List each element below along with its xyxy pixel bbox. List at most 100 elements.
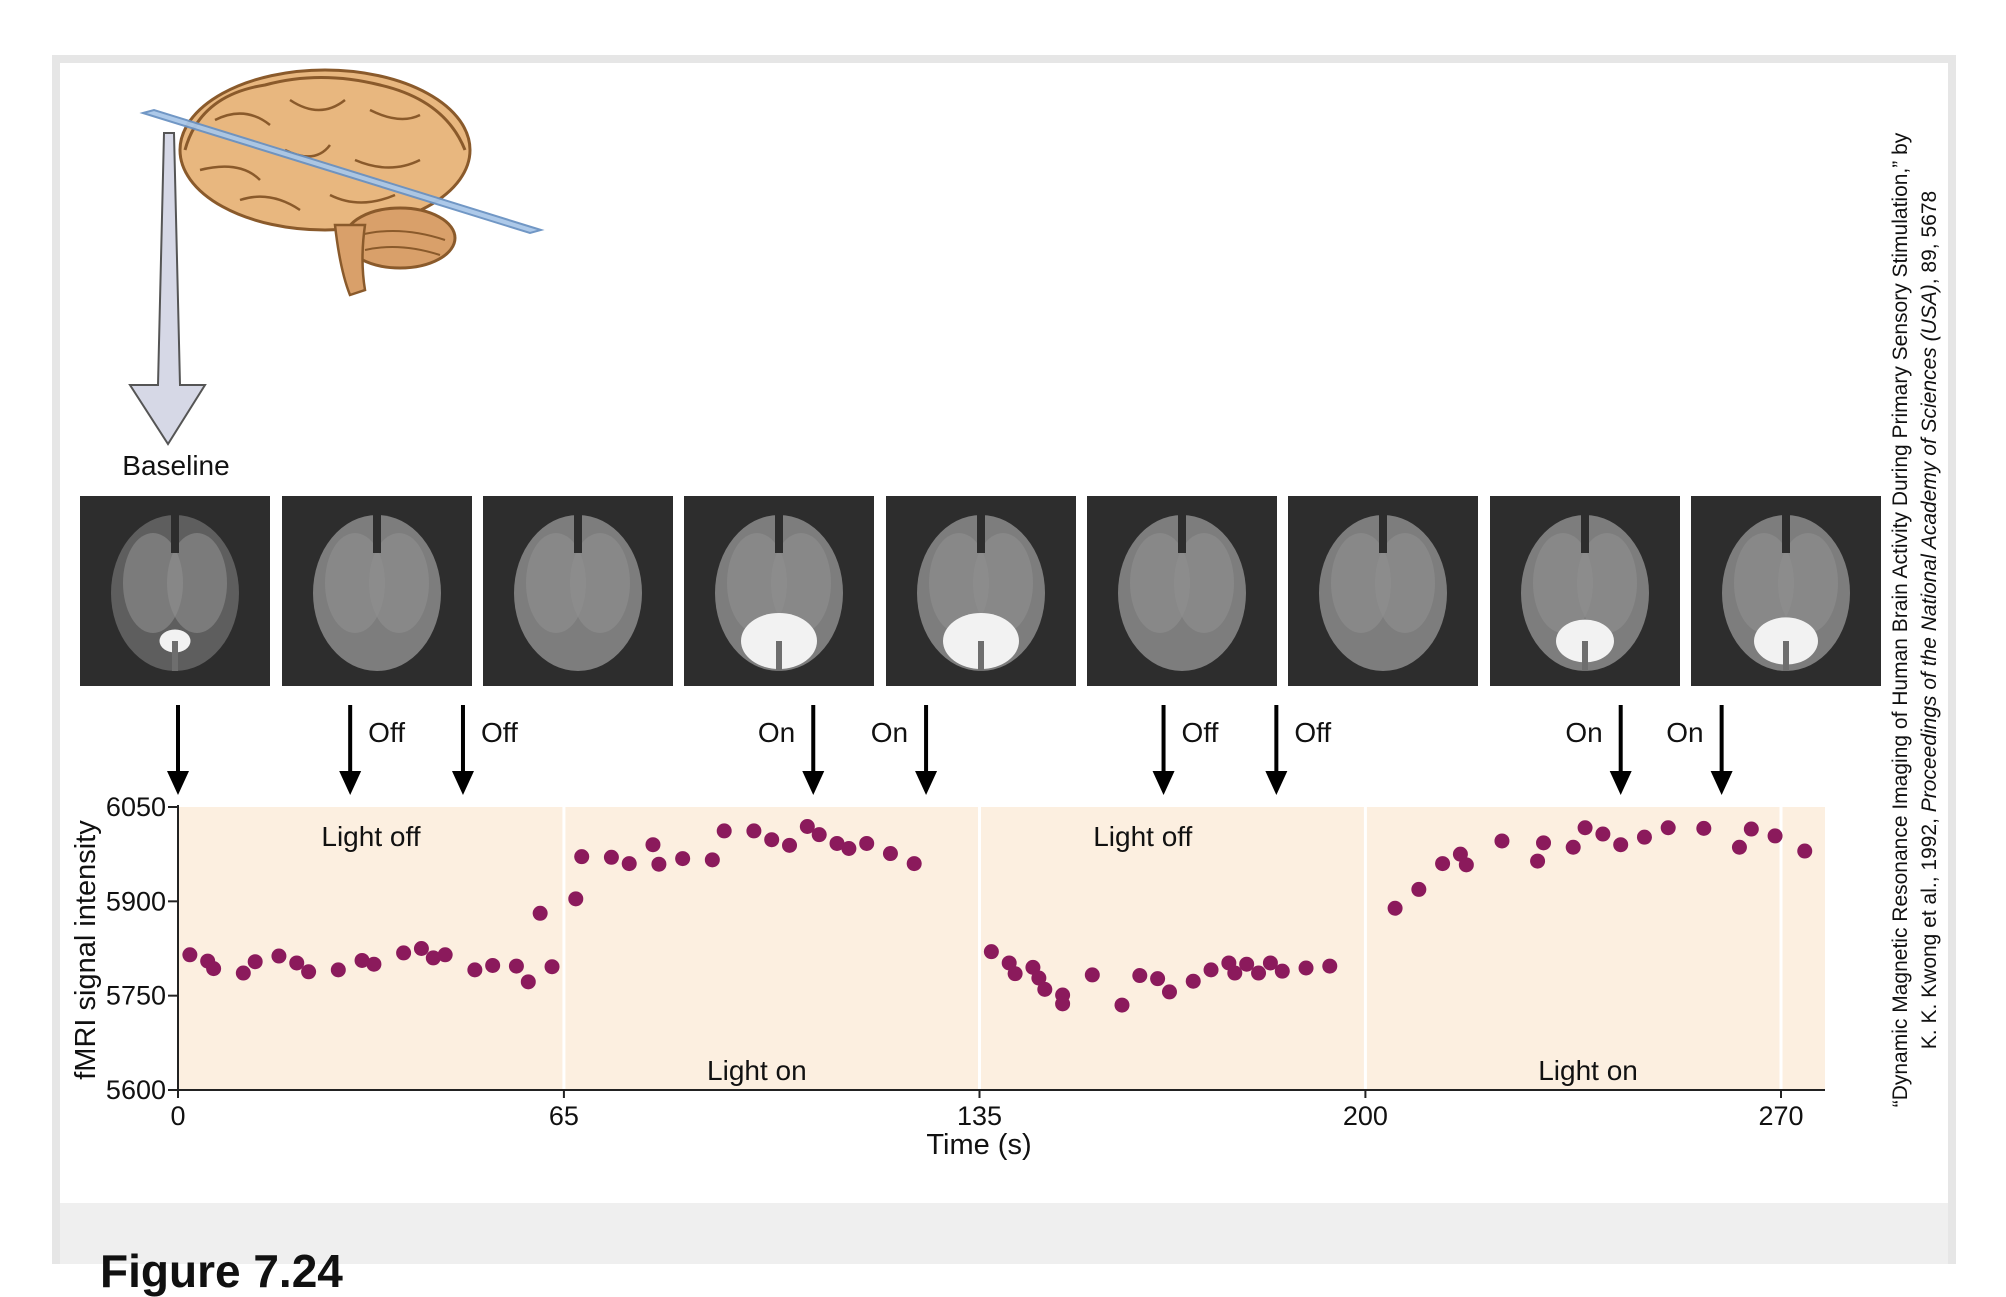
phase-label: Light off [1093, 821, 1192, 852]
y-axis-label: fMRI signal intensity [70, 820, 102, 1080]
data-point [508, 958, 524, 974]
scan-arrow [167, 705, 189, 795]
data-point [520, 974, 536, 990]
y-tick-label: 5900 [106, 886, 166, 916]
data-point [1161, 984, 1177, 1000]
y-tick-label: 5600 [106, 1075, 166, 1105]
data-point [354, 952, 370, 968]
data-point [906, 856, 922, 872]
data-point [396, 945, 412, 961]
data-point [1494, 833, 1510, 849]
data-point [235, 965, 251, 981]
data-point [425, 950, 441, 966]
credit-journal: Proceedings of the National Academy of S… [1918, 284, 1941, 813]
data-point [704, 852, 720, 868]
data-point [1530, 853, 1546, 869]
x-tick-label: 0 [170, 1101, 185, 1131]
data-point [1743, 821, 1759, 837]
plot-background [178, 807, 1825, 1090]
data-point [1274, 963, 1290, 979]
data-point [1565, 839, 1581, 855]
scan-arrow-label: On [758, 717, 795, 748]
data-point [182, 947, 198, 963]
data-point [841, 841, 857, 857]
data-point [1435, 856, 1451, 872]
data-point [1251, 965, 1267, 981]
data-point [1298, 960, 1314, 976]
data-point [568, 891, 584, 907]
data-point [247, 954, 263, 970]
brain-scan-image [684, 496, 874, 686]
scan-arrow: On [758, 705, 825, 795]
scan-arrow: Off [1265, 705, 1331, 795]
data-point [1577, 820, 1593, 836]
data-point [1150, 971, 1166, 987]
credit-line-1: “Dynamic Magnetic Resonance Imaging of H… [1889, 132, 1912, 1108]
data-point [799, 818, 815, 834]
data-point [437, 947, 453, 963]
data-point [544, 959, 560, 975]
x-tick-label: 135 [957, 1101, 1002, 1131]
y-tick-label: 6050 [106, 792, 166, 822]
credit-citation: , 89, 5678 [1918, 190, 1941, 285]
x-axis-label: Time (s) [926, 1129, 1031, 1161]
brain-scan-image [1490, 496, 1680, 686]
data-point [271, 948, 287, 964]
data-point [1031, 970, 1047, 986]
data-point [811, 827, 827, 843]
credit-line-2: K. K. Kwong et al., 1992, Proceedings of… [1915, 90, 1944, 1150]
scan-arrows: Off Off On On Off Off On On [167, 705, 1733, 795]
scan-arrow: Off [451, 705, 518, 795]
data-point [467, 962, 483, 978]
brain-scan-image [1288, 496, 1478, 686]
phase-label: Light on [1538, 1055, 1638, 1086]
scan-arrow-label: On [1565, 717, 1602, 748]
x-tick-label: 65 [549, 1101, 579, 1131]
data-point [1595, 826, 1611, 842]
brain-scan-image [483, 496, 673, 686]
data-point [366, 956, 382, 972]
data-point [574, 849, 590, 865]
data-point [645, 837, 661, 853]
x-tick-label: 270 [1758, 1101, 1803, 1131]
brain-scan-strip [80, 496, 1881, 686]
data-point [1696, 820, 1712, 836]
credit-text: “Dynamic Magnetic Resonance Imaging of H… [1886, 90, 1944, 1150]
data-point [882, 846, 898, 862]
data-point [746, 823, 762, 839]
data-point [829, 835, 845, 851]
data-point [301, 964, 317, 980]
data-point [675, 851, 691, 867]
data-point [716, 823, 732, 839]
brain-scan-image [1691, 496, 1881, 686]
data-point [621, 856, 637, 872]
data-point [1613, 837, 1629, 853]
data-point [1731, 839, 1747, 855]
data-point [983, 944, 999, 960]
data-point [1084, 967, 1100, 983]
data-point [289, 955, 305, 971]
credit-authors: K. K. Kwong et al., 1992, [1918, 812, 1941, 1050]
data-point [1262, 955, 1278, 971]
data-point [1203, 962, 1219, 978]
data-point [1239, 956, 1255, 972]
brain-scan-image [282, 496, 472, 686]
data-point [651, 856, 667, 872]
scan-arrow: Off [1152, 705, 1219, 795]
scan-arrow-label: Off [481, 717, 518, 748]
phase-label: Light off [321, 821, 420, 852]
data-point [1055, 996, 1071, 1012]
data-point [1387, 900, 1403, 916]
data-point [1797, 843, 1813, 859]
baseline-arrow [128, 132, 207, 446]
data-point [1536, 835, 1552, 851]
data-point [859, 835, 875, 851]
scan-arrow-label: Off [1294, 717, 1331, 748]
data-point [1114, 997, 1130, 1013]
data-point [1007, 966, 1023, 982]
brain-scan-image [886, 496, 1076, 686]
data-point [764, 832, 780, 848]
data-point [1411, 881, 1427, 897]
data-point [1037, 981, 1053, 997]
baseline-label: Baseline [122, 450, 229, 481]
